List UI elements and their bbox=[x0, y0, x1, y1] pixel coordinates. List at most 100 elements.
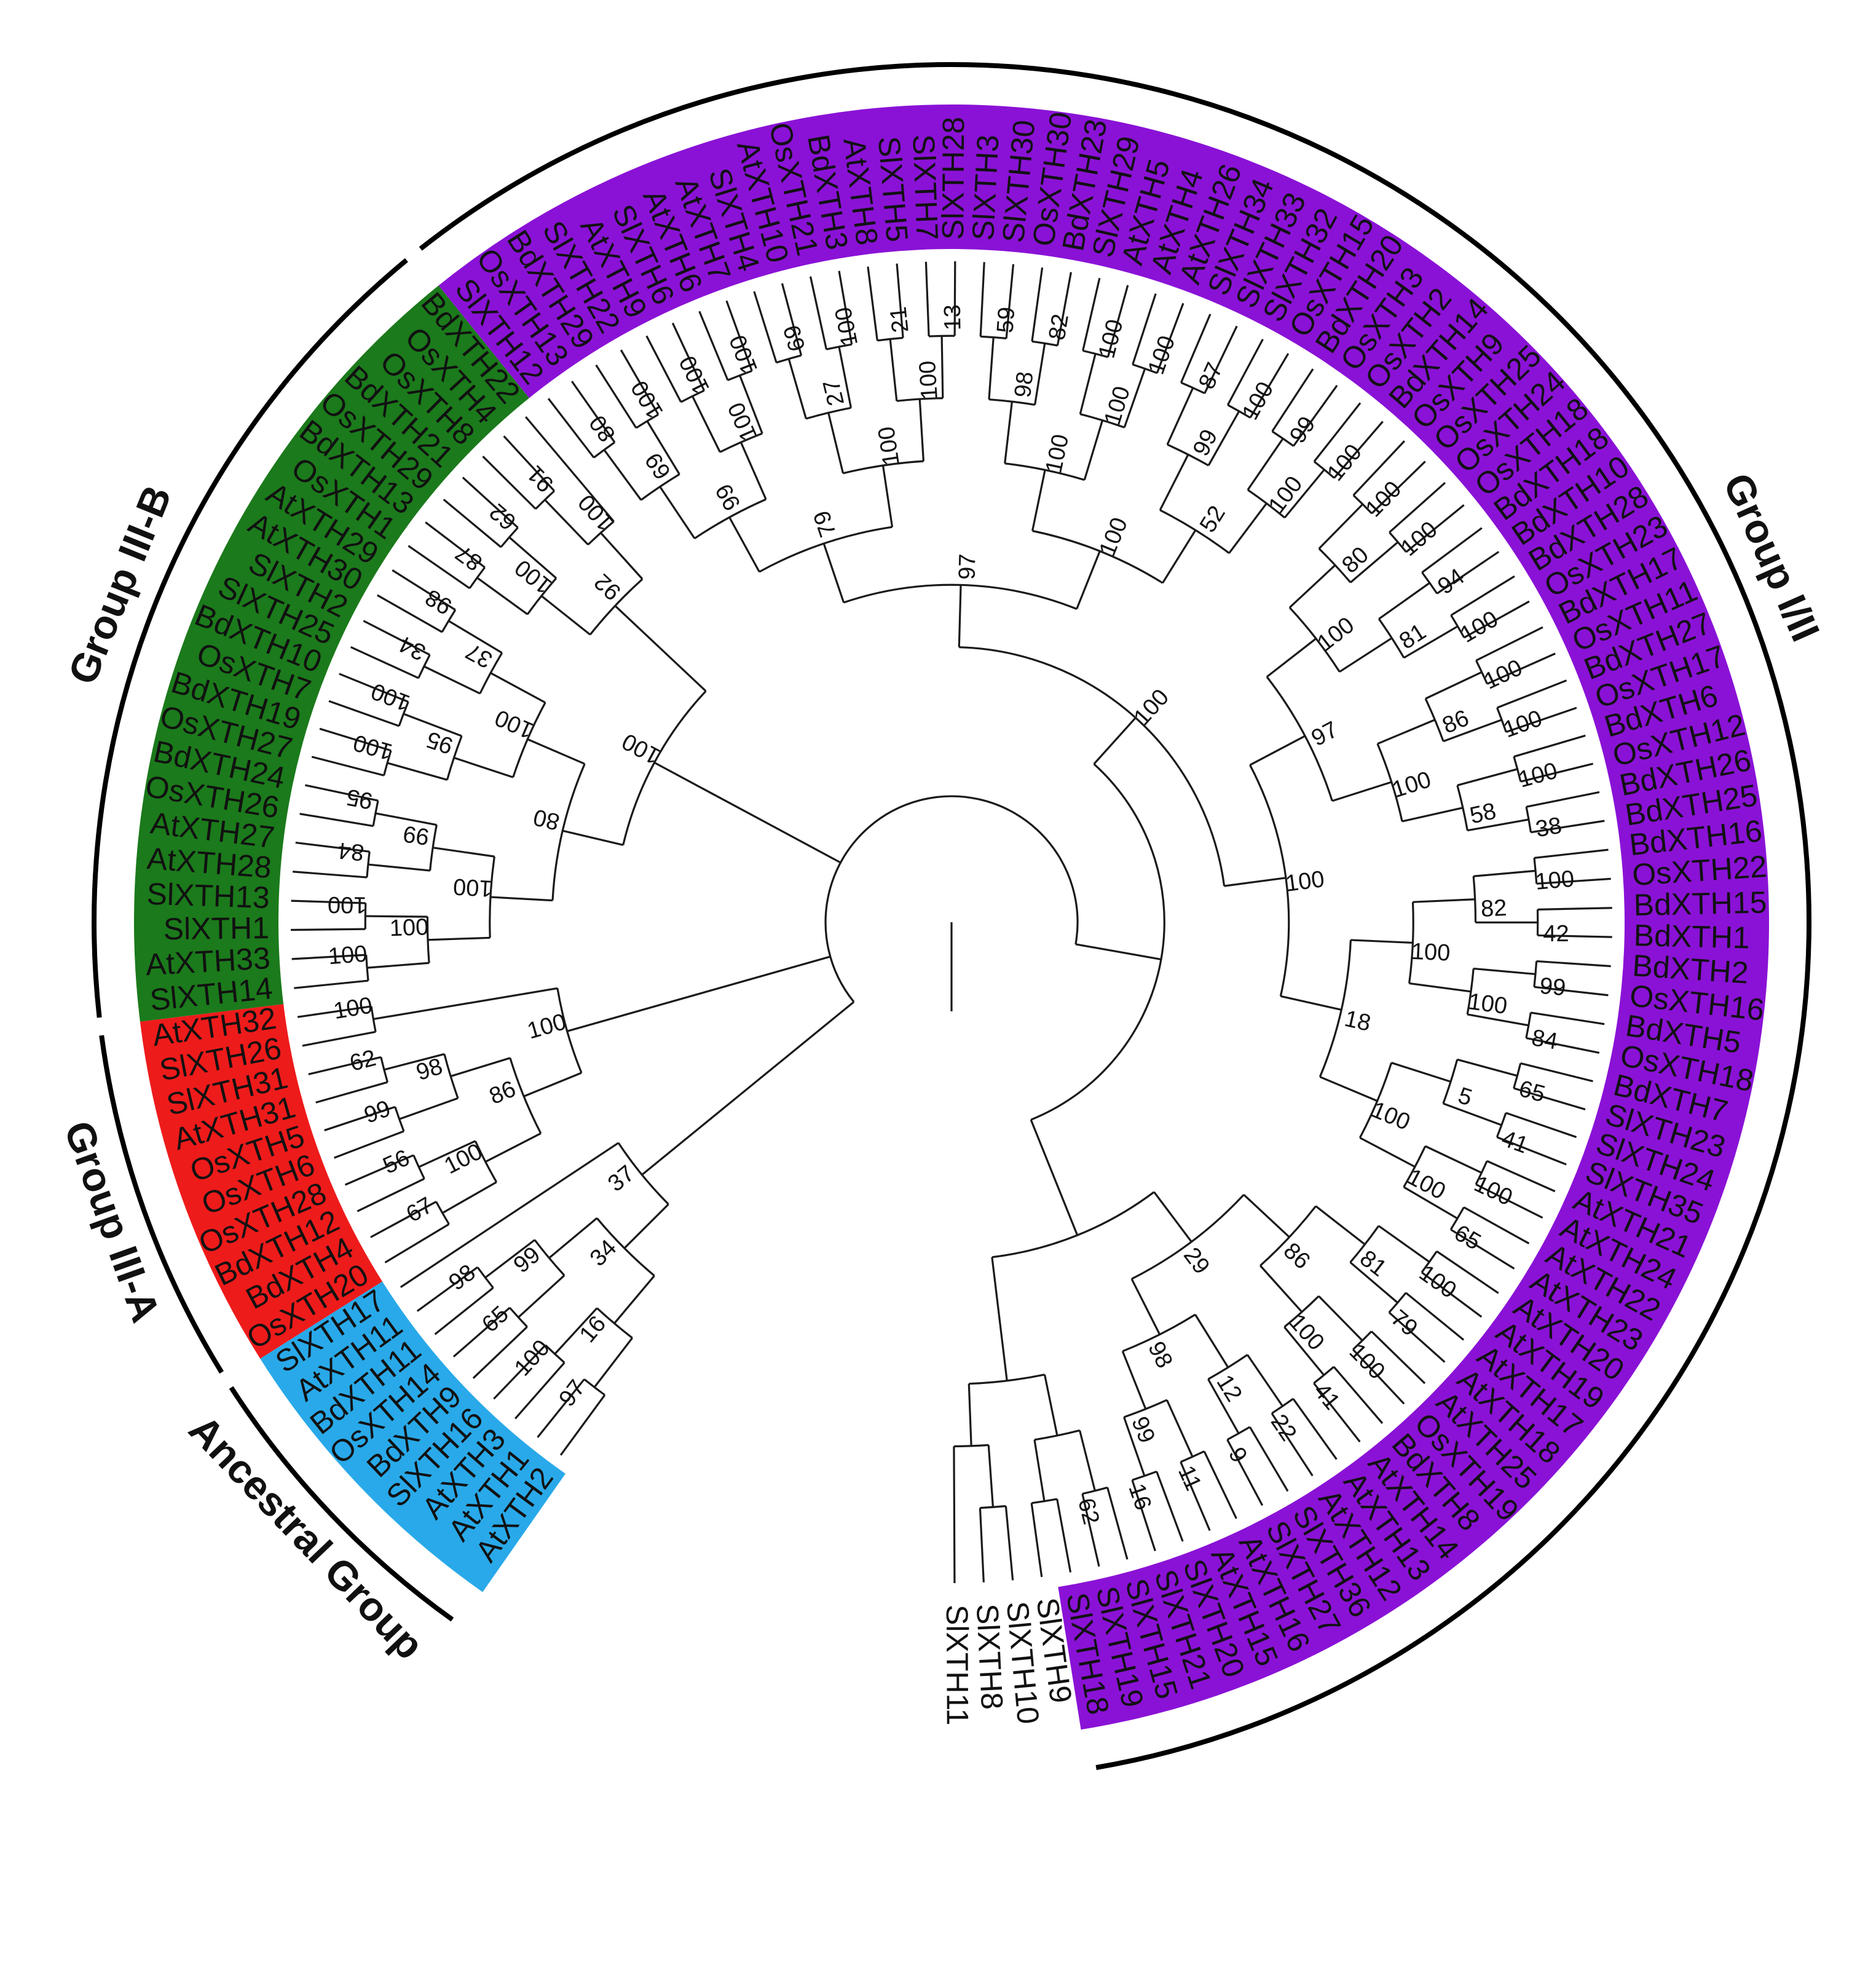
branch-segment bbox=[293, 872, 367, 877]
bootstrap-value: 97 bbox=[954, 553, 980, 580]
branch-segment bbox=[625, 1204, 669, 1248]
branch-arc bbox=[414, 1155, 425, 1179]
branch-segment bbox=[454, 758, 513, 778]
branch-segment bbox=[524, 1073, 581, 1096]
branch-segment bbox=[1167, 1400, 1192, 1456]
bootstrap-value: 80 bbox=[585, 410, 621, 446]
branch-segment bbox=[604, 450, 641, 500]
bootstrap-value: 65 bbox=[1449, 1220, 1485, 1255]
branch-arc bbox=[444, 1054, 458, 1098]
branch-segment bbox=[542, 596, 590, 634]
branch-segment bbox=[491, 897, 553, 901]
branch-segment bbox=[1035, 1440, 1044, 1501]
branch-segment bbox=[1377, 720, 1435, 744]
branch-segment bbox=[980, 1508, 983, 1583]
branch-arc bbox=[594, 442, 615, 457]
branch-segment bbox=[477, 578, 527, 614]
bootstrap-value: 98 bbox=[1010, 370, 1039, 399]
branch-segment bbox=[1339, 638, 1392, 672]
bootstrap-value: 100 bbox=[332, 992, 374, 1024]
branch-segment bbox=[1379, 583, 1430, 619]
bootstrap-value: 100 bbox=[1467, 989, 1508, 1019]
bootstrap-value: 62 bbox=[1073, 1496, 1104, 1527]
branch-arc bbox=[1443, 1059, 1457, 1104]
leaf-label: SlXTH1 bbox=[163, 911, 269, 946]
branch-segment bbox=[1350, 940, 1413, 943]
branch-segment bbox=[1076, 944, 1161, 960]
branch-arc bbox=[980, 1506, 1006, 1508]
branch-segment bbox=[883, 465, 893, 527]
bootstrap-value: 100 bbox=[1500, 705, 1546, 743]
branch-arc bbox=[1534, 961, 1537, 987]
branch-segment bbox=[451, 1058, 510, 1077]
bootstrap-value: 100 bbox=[873, 425, 905, 467]
bootstrap-value: 99 bbox=[361, 1096, 394, 1129]
branch-segment bbox=[890, 339, 897, 401]
bootstrap-value: 100 bbox=[1100, 383, 1135, 428]
branch-segment bbox=[1280, 996, 1341, 1010]
branch-segment bbox=[387, 763, 447, 780]
branch-segment bbox=[1425, 1146, 1482, 1172]
branch-segment bbox=[969, 1384, 971, 1446]
bootstrap-value: 82 bbox=[1480, 895, 1507, 922]
bootstrap-value: 100 bbox=[830, 305, 863, 348]
bootstrap-value: 100 bbox=[1411, 939, 1451, 966]
branch-arc bbox=[1422, 572, 1437, 593]
bootstrap-value: 100 bbox=[725, 331, 763, 377]
bootstrap-value: 100 bbox=[440, 1139, 487, 1179]
branch-segment bbox=[1033, 470, 1046, 531]
branch-segment bbox=[1094, 717, 1136, 764]
bootstrap-value: 12 bbox=[1212, 1370, 1247, 1406]
branch-segment bbox=[655, 762, 841, 863]
branch-segment bbox=[1537, 961, 1611, 966]
branch-arc bbox=[980, 336, 1006, 338]
bootstrap-value: 100 bbox=[1284, 1309, 1330, 1355]
branch-segment bbox=[1084, 421, 1102, 480]
bootstrap-value: 100 bbox=[368, 678, 413, 716]
bootstrap-value: 34 bbox=[395, 631, 430, 665]
branch-segment bbox=[567, 957, 830, 1031]
bootstrap-value: 100 bbox=[1237, 377, 1279, 424]
bootstrap-value: 95 bbox=[424, 726, 456, 759]
branch-arc bbox=[1272, 1399, 1293, 1413]
branch-segment bbox=[1248, 438, 1283, 490]
bootstrap-value: 100 bbox=[328, 891, 367, 918]
bootstrap-value: 99 bbox=[401, 820, 431, 850]
branch-segment bbox=[1045, 1375, 1057, 1436]
bootstrap-value: 98 bbox=[1143, 1337, 1178, 1372]
branch-segment bbox=[1250, 736, 1306, 765]
group-title-group3a: Group III-A bbox=[56, 1115, 169, 1328]
branch-segment bbox=[1031, 1503, 1042, 1577]
bootstrap-value: 100 bbox=[626, 376, 669, 423]
bootstrap-value: 100 bbox=[1264, 472, 1308, 518]
branch-arc bbox=[478, 1267, 494, 1288]
branch-segment bbox=[1267, 639, 1316, 677]
bootstrap-value: 22 bbox=[1266, 1410, 1302, 1446]
branch-segment bbox=[1154, 1192, 1192, 1242]
branch-segment bbox=[1473, 968, 1535, 974]
branch-segment bbox=[824, 543, 843, 603]
tree-branches bbox=[291, 261, 1612, 1583]
bootstrap-value: 81 bbox=[1395, 618, 1430, 654]
branch-segment bbox=[367, 963, 429, 968]
branch-segment bbox=[614, 1276, 654, 1324]
leaf-label: SlXTH11 bbox=[940, 1605, 975, 1726]
bootstrap-value: 100 bbox=[452, 873, 493, 901]
bootstrap-value: 100 bbox=[524, 1009, 569, 1045]
bootstrap-value: 100 bbox=[1095, 514, 1133, 559]
branch-segment bbox=[926, 262, 929, 336]
branch-segment bbox=[594, 1338, 633, 1387]
branch-segment bbox=[1290, 565, 1335, 607]
bootstrap-value: 100 bbox=[1396, 516, 1443, 561]
bootstrap-value: 100 bbox=[573, 489, 619, 535]
branch-segment bbox=[443, 1182, 497, 1213]
branch-segment bbox=[920, 399, 923, 461]
branch-segment bbox=[1534, 850, 1609, 858]
bootstrap-value: 52 bbox=[1195, 501, 1231, 537]
branch-segment bbox=[789, 359, 806, 419]
branch-segment bbox=[1402, 808, 1463, 821]
branch-segment bbox=[811, 277, 827, 349]
branch-segment bbox=[1457, 769, 1518, 785]
bootstrap-value: 100 bbox=[1041, 432, 1074, 476]
